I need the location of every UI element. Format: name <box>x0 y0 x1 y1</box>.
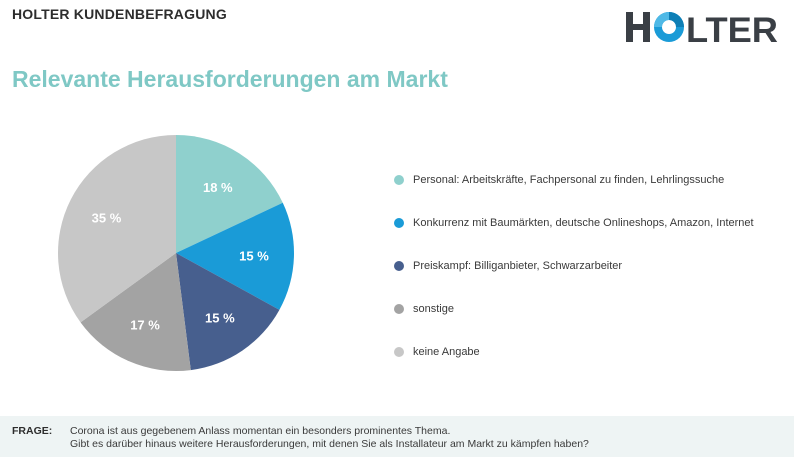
pie-slice-3 <box>176 253 280 371</box>
pie-slice-label-3: 15 % <box>205 311 235 326</box>
svg-text:LTER: LTER <box>686 11 778 46</box>
question-text: Corona ist aus gegebenem Anlass momentan… <box>70 425 589 451</box>
legend-swatch <box>394 303 404 314</box>
legend-item-5: keine Angabe <box>394 330 784 373</box>
legend-swatch <box>394 346 404 357</box>
legend-label: Preiskampf: Billiganbieter, Schwarzarbei… <box>413 259 623 272</box>
legend-item-3: Preiskampf: Billiganbieter, Schwarzarbei… <box>394 244 784 287</box>
legend-label: Konkurrenz mit Baumärkten, deutsche Onli… <box>413 216 754 229</box>
pie-slice-5 <box>57 135 176 323</box>
legend-item-1: Personal: Arbeitskräfte, Fachpersonal zu… <box>394 158 784 201</box>
holter-logo: LTER <box>626 11 778 46</box>
legend-label: keine Angabe <box>413 345 480 358</box>
pie-slice-label-5: 35 % <box>92 211 122 226</box>
chart-legend: Personal: Arbeitskräfte, Fachpersonal zu… <box>394 158 784 373</box>
legend-item-2: Konkurrenz mit Baumärkten, deutsche Onli… <box>394 201 784 244</box>
legend-swatch <box>394 260 404 271</box>
survey-title: HOLTER KUNDENBEFRAGUNG <box>12 6 227 22</box>
pie-slice-label-2: 15 % <box>239 248 269 263</box>
legend-item-4: sonstige <box>394 287 784 330</box>
pie-slice-4 <box>80 253 191 371</box>
page-title: Relevante Herausforderungen am Markt <box>12 66 448 92</box>
question-line-1: Corona ist aus gegebenem Anlass momentan… <box>70 425 451 437</box>
pie-slice-label-1: 18 % <box>203 180 233 195</box>
legend-label: sonstige <box>413 302 454 315</box>
pie-slice-1 <box>176 135 283 253</box>
pie-slice-label-4: 17 % <box>130 318 160 333</box>
pie-chart: 18 % 15 % 15 % 17 % 35 % <box>57 135 294 371</box>
legend-swatch <box>394 217 404 228</box>
pie-slice-2 <box>176 202 294 310</box>
legend-label: Personal: Arbeitskräfte, Fachpersonal zu… <box>413 173 725 186</box>
legend-swatch <box>394 174 404 185</box>
question-label: FRAGE: <box>12 425 53 437</box>
question-footer: FRAGE: Corona ist aus gegebenem Anlass m… <box>0 416 794 457</box>
question-line-2: Gibt es darüber hinaus weitere Herausfor… <box>70 438 589 450</box>
